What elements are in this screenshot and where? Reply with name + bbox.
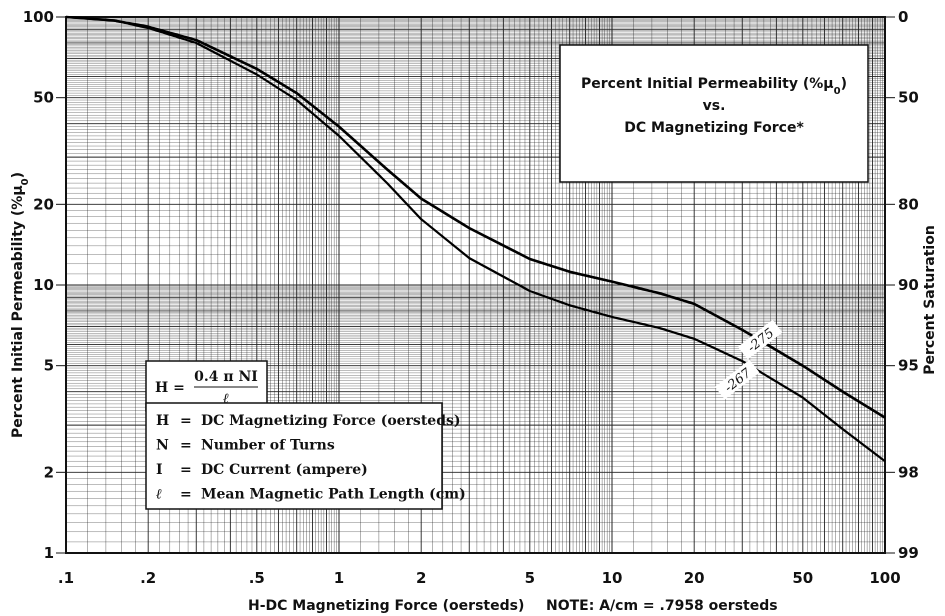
definition-equals: =: [180, 413, 192, 429]
definition-row: N = Number of Turns: [156, 438, 335, 454]
y-tick-label: 100: [23, 8, 54, 26]
x-tick-label: 50: [792, 569, 813, 587]
definition-equals: =: [180, 462, 192, 478]
x-tick-label: 5: [525, 569, 535, 587]
definition-symbol: I: [156, 462, 163, 478]
formula-lhs: H =: [155, 380, 185, 396]
definition-text: DC Magnetizing Force (oersteds): [201, 413, 461, 429]
definition-text: Number of Turns: [201, 438, 335, 454]
definition-symbol: N: [156, 438, 169, 454]
x-tick-label: 100: [869, 569, 900, 587]
series-line-267: [65, 15, 886, 463]
y2-axis-title: Percent Saturation: [922, 225, 938, 375]
y-tick-label: 10: [33, 276, 54, 294]
chart-title-line-1: Percent Initial Permeability (%μ0): [581, 76, 847, 97]
formula-denominator: ℓ: [223, 391, 229, 407]
definition-symbol: H: [156, 413, 169, 429]
definition-row: ℓ = Mean Magnetic Path Length (cm): [156, 487, 466, 503]
y2-tick-label: 0: [898, 8, 908, 26]
x-tick-label: 20: [684, 569, 705, 587]
definition-row: H = DC Magnetizing Force (oersteds): [156, 413, 461, 429]
definition-symbol: ℓ: [156, 487, 162, 503]
x-axis-title: H-DC Magnetizing Force (oersteds): [248, 598, 524, 614]
y-tick-labels: 1 2 5 10 20 50 100: [23, 8, 66, 562]
x-tick-label: .2: [140, 569, 156, 587]
x-tick-label: 10: [602, 569, 623, 587]
x-tick-label: 2: [416, 569, 426, 587]
formula-numerator: 0.4 π NI: [194, 369, 258, 385]
definition-row: I = DC Current (ampere): [156, 462, 368, 478]
y2-tick-label: 90: [898, 276, 919, 294]
y-tick-label: 20: [33, 195, 54, 213]
series-line-275: [65, 15, 886, 419]
curve-labels: -275 -267: [714, 319, 783, 400]
y2-tick-label: 50: [898, 89, 919, 107]
y2-tick-label: 95: [898, 357, 919, 375]
y2-tick-labels: 0 50 80 90 95 98 99: [885, 8, 919, 562]
x-tick-label: 1: [334, 569, 344, 587]
chart-title-line-3: DC Magnetizing Force*: [624, 120, 804, 136]
definitions-box: H = DC Magnetizing Force (oersteds) N = Numbe…: [145, 402, 466, 510]
x-tick-label: .1: [58, 569, 74, 587]
curves: [65, 15, 886, 463]
y-tick-label: 5: [44, 357, 54, 375]
x-tick-label: .5: [249, 569, 265, 587]
definition-text: DC Current (ampere): [201, 462, 368, 478]
y2-tick-label: 99: [898, 544, 919, 562]
chart-title-line-2: vs.: [703, 98, 726, 114]
y2-tick-label: 80: [898, 195, 919, 213]
y-tick-label: 1: [44, 544, 54, 562]
unit-note: NOTE: A/cm = .7958 oersteds: [546, 598, 778, 614]
title-box: Percent Initial Permeability (%μ0) vs. D…: [559, 44, 869, 183]
y-tick-label: 50: [33, 89, 54, 107]
definition-equals: =: [180, 438, 192, 454]
y-tick-label: 2: [44, 463, 54, 481]
definition-equals: =: [180, 487, 192, 503]
y2-tick-label: 98: [898, 463, 919, 481]
y-axis-title: Percent Initial Permeability (%μ0): [10, 172, 31, 438]
x-tick-labels: .1 .2 .5 1 2 5 10 20 50 100: [58, 569, 901, 587]
definition-text: Mean Magnetic Path Length (cm): [201, 487, 466, 503]
